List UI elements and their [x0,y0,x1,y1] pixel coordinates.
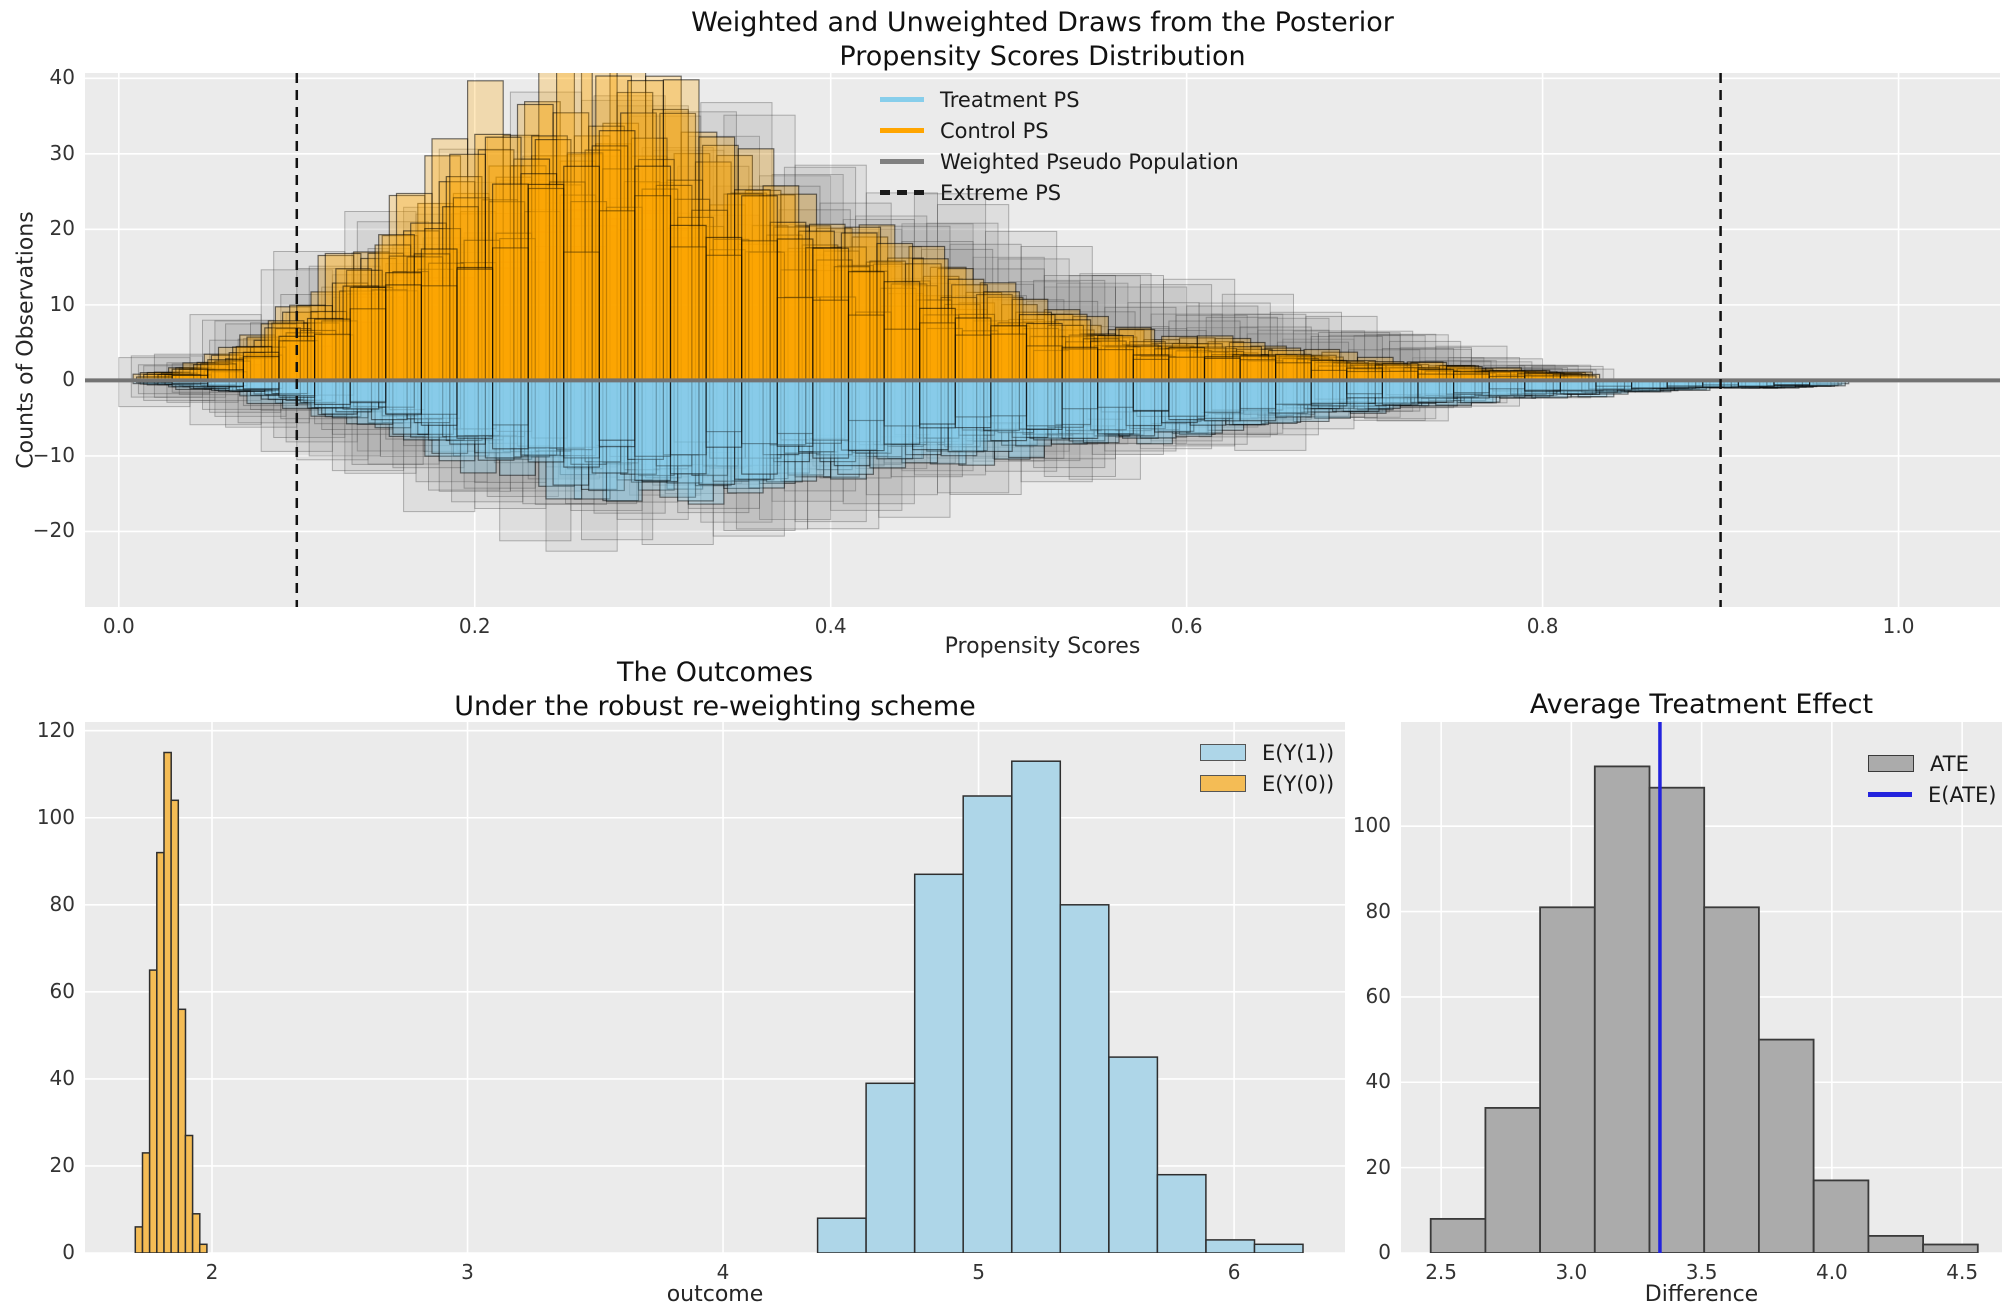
x-tick-label: 4.5 [1946,1260,1979,1284]
legend-label: E(ATE) [1928,782,1997,807]
x-tick-label: 2.5 [1425,1260,1458,1284]
top-chart-title-line1: Weighted and Unweighted Draws from the P… [691,7,1394,38]
y-tick-label: 80 [1365,898,1391,923]
y-tick-label: 0 [62,367,75,392]
chart-canvas [1401,722,2002,1253]
chart-canvas [85,73,2000,607]
outcomes-chart-xlabel: outcome [666,1282,764,1307]
extreme-ps-dashed-line-swatch-icon [880,190,924,195]
top-chart-ylabel: Counts of Observations [13,211,39,469]
chart-canvas [85,722,1345,1253]
series-E-Y-0- [134,751,208,1253]
x-tick-label: 6 [1227,1260,1241,1284]
legend-item-extreme-ps: Extreme PS [880,177,1239,208]
y-tick-label: 60 [49,978,75,1003]
y-tick-label: 60 [1365,983,1391,1008]
x-tick-label: 3.5 [1685,1260,1718,1284]
eate-line-swatch-icon [1868,792,1912,797]
legend-item-ey0: E(Y(0)) [1200,768,1334,799]
y-tick-label: 20 [1365,1154,1391,1179]
y-tick-label: 100 [1352,813,1391,838]
top-chart-xlabel: Propensity Scores [944,634,1141,659]
x-tick-label: 2 [205,1260,219,1284]
x-tick-label: 0.6 [1170,614,1203,638]
top-chart-title-line2: Propensity Scores Distribution [839,41,1246,72]
x-tick-label: 0.2 [458,614,491,638]
ate-patch-swatch-icon [1868,755,1914,772]
outcomes-chart-title-line1: The Outcomes [616,657,814,688]
x-tick-label: 1.0 [1882,614,1915,638]
x-tick-label: 0.8 [1526,614,1559,638]
outcomes-chart-title-line2: Under the robust re-weighting scheme [454,691,976,722]
weighted-pseudo-population-line-swatch-icon [880,159,924,164]
ey0-patch-swatch-icon [1200,775,1246,792]
ate-chart-title-line1: Average Treatment Effect [1529,689,1874,720]
ate-chart-plot-area [1401,722,2002,1253]
y-tick-label: 10 [49,291,75,316]
ey1-patch-swatch-icon [1200,744,1246,761]
ate-chart-legend: ATE E(ATE) [1868,748,1997,810]
x-tick-label: 0.0 [102,614,135,638]
x-tick-label: 4.0 [1815,1260,1848,1284]
legend-item-eate: E(ATE) [1868,779,1997,810]
legend-label: Extreme PS [940,180,1062,205]
series-ATE [1429,765,1979,1253]
y-tick-label: 100 [36,804,75,829]
y-tick-label: 80 [49,891,75,916]
y-tick-label: 20 [49,216,75,241]
x-tick-label: 5 [972,1260,985,1284]
x-tick-label: 4 [716,1260,730,1284]
y-tick-label: −20 [32,518,75,543]
legend-item-ate: ATE [1868,748,1997,779]
ate-chart-xlabel: Difference [1644,1282,1759,1307]
legend-item-weighted-pseudo-population: Weighted Pseudo Population [880,146,1239,177]
y-tick-label: −10 [32,442,75,467]
y-tick-label: 20 [49,1152,75,1177]
y-tick-label: 0 [62,1240,75,1264]
legend-label: Control PS [940,118,1049,143]
y-tick-label: 40 [1365,1069,1391,1094]
x-tick-label: 3 [461,1260,474,1284]
control-ps-line-swatch-icon [880,128,924,133]
x-tick-label: 3.0 [1555,1260,1588,1284]
y-tick-label: 0 [1378,1240,1391,1264]
legend-label: Treatment PS [940,87,1080,112]
legend-label: E(Y(0)) [1262,771,1335,796]
series-treatment-ps [132,379,1850,505]
x-tick-label: 0.4 [814,614,847,638]
outcomes-chart-plot-area [85,722,1345,1253]
series-E-Y-1- [816,760,1304,1253]
legend-label: Weighted Pseudo Population [940,149,1239,174]
series-control-ps [132,73,1601,382]
outcomes-chart-title: The Outcomes Under the robust re-weighti… [85,656,1345,724]
legend-item-ey1: E(Y(1)) [1200,737,1334,768]
treatment-ps-line-swatch-icon [880,97,924,102]
legend-item-treatment-ps: Treatment PS [880,84,1239,115]
y-tick-label: 30 [49,140,75,165]
y-tick-label: 40 [49,65,75,90]
outcomes-chart-legend: E(Y(1)) E(Y(0)) [1200,737,1334,799]
top-chart-legend: Treatment PS Control PS Weighted Pseudo … [880,84,1239,208]
legend-label: ATE [1930,751,1969,776]
top-chart-title: Weighted and Unweighted Draws from the P… [85,6,2000,74]
ate-chart-title: Average Treatment Effect [1401,688,2002,722]
y-tick-label: 120 [36,717,75,742]
top-chart-plot-area [85,73,2000,607]
legend-item-control-ps: Control PS [880,115,1239,146]
y-tick-label: 40 [49,1065,75,1090]
legend-label: E(Y(1)) [1262,740,1335,765]
